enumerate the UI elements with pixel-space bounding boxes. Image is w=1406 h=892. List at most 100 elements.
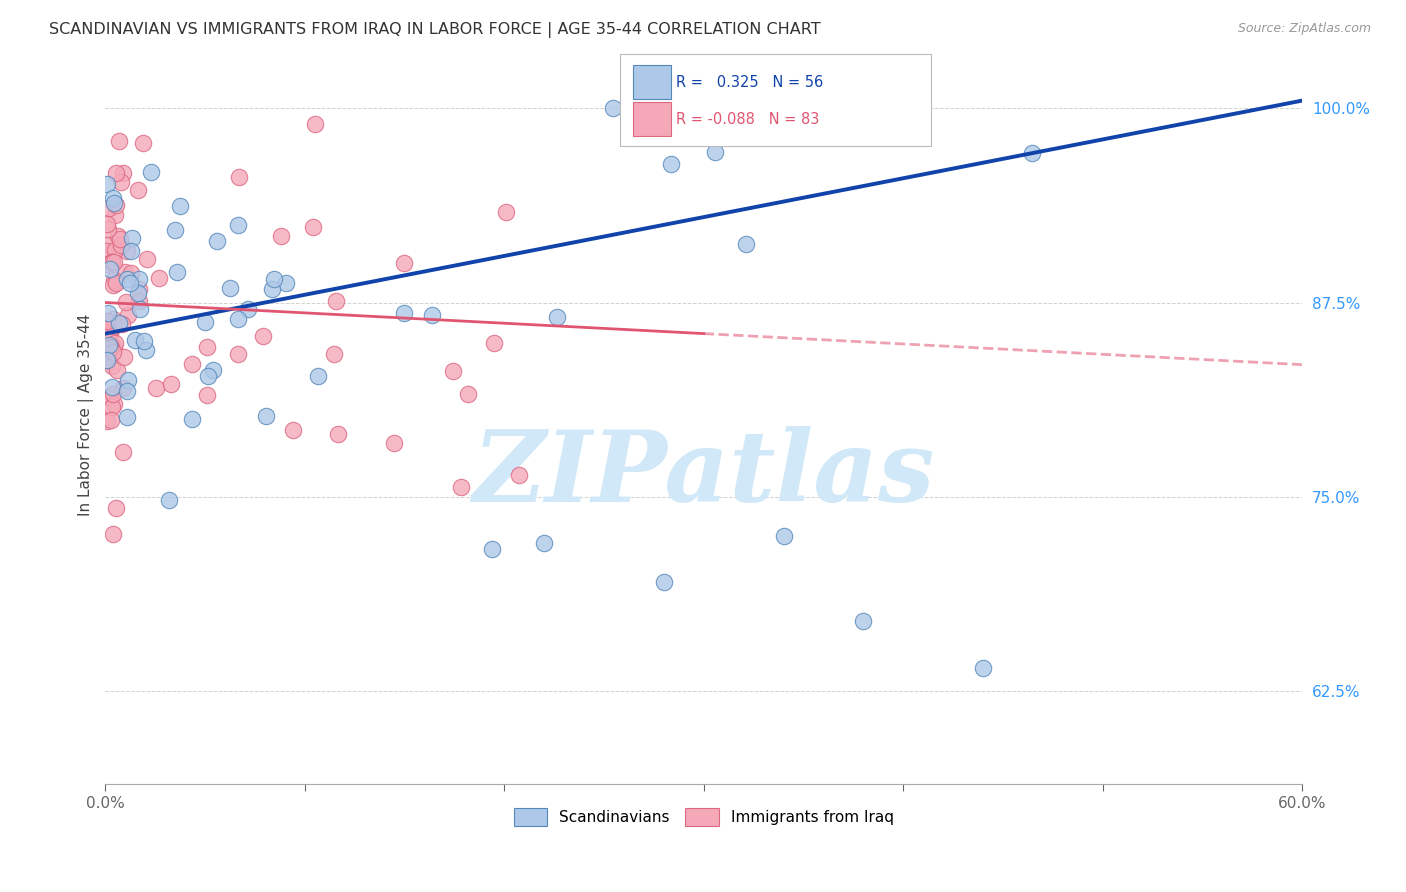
Point xyxy=(169,199,191,213)
Point xyxy=(103,526,125,541)
Point xyxy=(115,244,138,259)
Point xyxy=(228,170,250,185)
Point xyxy=(308,369,330,384)
Point xyxy=(195,340,218,354)
Point xyxy=(110,237,132,252)
Point xyxy=(103,195,125,210)
Point xyxy=(98,342,121,356)
Point xyxy=(166,265,188,279)
Point xyxy=(195,388,218,402)
Point xyxy=(238,301,260,316)
Point xyxy=(104,166,127,180)
Point xyxy=(141,165,163,179)
Point xyxy=(104,207,127,221)
Point xyxy=(115,410,138,425)
Point xyxy=(104,336,127,351)
Point xyxy=(260,282,283,296)
Point xyxy=(101,277,124,292)
Point xyxy=(181,357,204,371)
Point xyxy=(103,397,125,411)
Point xyxy=(420,308,443,322)
Point xyxy=(450,480,472,494)
Point xyxy=(772,528,794,542)
Text: R =   0.325   N = 56: R = 0.325 N = 56 xyxy=(676,75,824,90)
Point xyxy=(127,183,149,197)
Point xyxy=(546,310,568,325)
Point xyxy=(1021,146,1043,161)
Point xyxy=(207,234,229,248)
Point xyxy=(96,353,118,368)
Point xyxy=(132,136,155,150)
Point xyxy=(100,413,122,427)
Point xyxy=(482,335,505,350)
Point xyxy=(105,275,128,289)
Point xyxy=(112,381,135,395)
Point xyxy=(103,318,125,333)
Point xyxy=(218,281,240,295)
Point xyxy=(533,536,555,550)
Point xyxy=(659,156,682,170)
Point xyxy=(304,117,326,131)
Point xyxy=(112,350,135,364)
Point xyxy=(270,229,292,244)
Text: ZIPatlas: ZIPatlas xyxy=(472,425,935,523)
Point xyxy=(101,379,124,393)
Point xyxy=(602,101,624,115)
Point xyxy=(110,232,132,246)
Point xyxy=(104,198,127,212)
Point xyxy=(96,238,118,252)
Point xyxy=(302,220,325,235)
Point xyxy=(228,218,250,232)
Point xyxy=(226,346,249,360)
Point xyxy=(96,353,118,368)
Text: SCANDINAVIAN VS IMMIGRANTS FROM IRAQ IN LABOR FORCE | AGE 35-44 CORRELATION CHAR: SCANDINAVIAN VS IMMIGRANTS FROM IRAQ IN … xyxy=(49,22,821,38)
Point xyxy=(111,445,134,459)
Point xyxy=(135,343,157,358)
Point xyxy=(107,228,129,243)
Point xyxy=(703,145,725,159)
Point xyxy=(652,575,675,590)
Point xyxy=(115,271,138,285)
Point xyxy=(98,343,121,357)
Point xyxy=(382,436,405,450)
Point xyxy=(96,177,118,191)
Point xyxy=(101,344,124,359)
Point xyxy=(157,493,180,508)
Point xyxy=(114,265,136,279)
FancyBboxPatch shape xyxy=(633,103,672,136)
Point xyxy=(101,400,124,414)
Point xyxy=(136,252,159,266)
Point xyxy=(128,282,150,296)
Point xyxy=(252,329,274,343)
Point xyxy=(96,244,118,258)
Point xyxy=(98,338,121,352)
Text: Source: ZipAtlas.com: Source: ZipAtlas.com xyxy=(1237,22,1371,36)
Y-axis label: In Labor Force | Age 35-44: In Labor Force | Age 35-44 xyxy=(79,314,94,516)
Point xyxy=(117,308,139,322)
Point xyxy=(148,270,170,285)
Point xyxy=(134,334,156,348)
Point xyxy=(120,244,142,258)
Point xyxy=(710,101,733,115)
FancyBboxPatch shape xyxy=(633,65,672,99)
FancyBboxPatch shape xyxy=(620,54,931,145)
Point xyxy=(103,273,125,287)
Point xyxy=(110,175,132,189)
Point xyxy=(481,541,503,556)
Point xyxy=(101,255,124,269)
Point xyxy=(201,362,224,376)
Point xyxy=(325,294,347,309)
Point xyxy=(105,501,128,516)
Point xyxy=(104,276,127,290)
Point xyxy=(103,340,125,354)
Point xyxy=(263,272,285,286)
Point xyxy=(226,311,249,326)
Point xyxy=(98,262,121,277)
Point xyxy=(103,191,125,205)
Point xyxy=(392,256,415,270)
Point xyxy=(100,255,122,269)
Point xyxy=(128,272,150,286)
Point xyxy=(326,426,349,441)
Point xyxy=(108,134,131,148)
Point xyxy=(101,311,124,326)
